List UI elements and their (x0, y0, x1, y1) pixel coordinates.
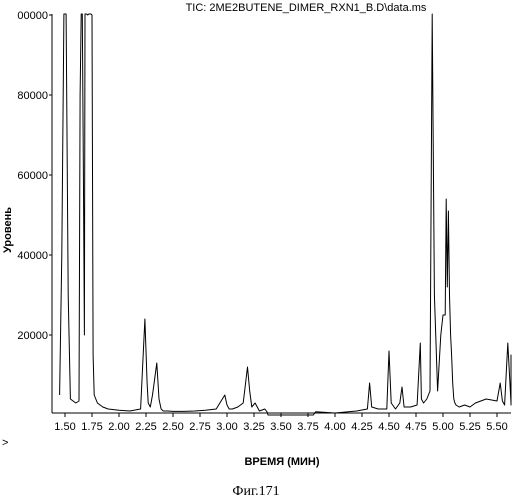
x-tick-label: 4.75 (405, 421, 426, 433)
x-tick-label: 5.25 (459, 421, 480, 433)
x-tick-label: 1.50 (54, 421, 75, 433)
figure-caption: Фиг.171 (232, 484, 279, 499)
y-tick-label: 20000 (17, 330, 48, 342)
y-tick-label: 60000 (17, 170, 48, 182)
series-line-1 (60, 14, 511, 415)
x-tick-label: 3.50 (270, 421, 291, 433)
y-tick-label: 00000 (17, 10, 48, 22)
x-axis-title: ВРЕМЯ (МИН) (244, 456, 319, 468)
y-tick-label: 40000 (17, 250, 48, 262)
plot-axes (52, 14, 511, 413)
x-tick-label: 1.75 (81, 421, 102, 433)
x-tick-label: 4.25 (351, 421, 372, 433)
x-tick-label: 4.50 (378, 421, 399, 433)
y-axis-title: Уровень (2, 207, 14, 253)
x-tick-label: 4.00 (324, 421, 345, 433)
x-tick-label: 3.25 (243, 421, 264, 433)
x-tick-label: 3.75 (297, 421, 318, 433)
x-tick-label: 5.00 (432, 421, 453, 433)
x-tick-label: 5.50 (486, 421, 507, 433)
x-tick-label: 3.00 (216, 421, 237, 433)
x-tick-label: 2.75 (189, 421, 210, 433)
x-tick-label: 2.00 (108, 421, 129, 433)
x-tick-label: 2.50 (162, 421, 183, 433)
x-axis-marker: > (2, 437, 8, 449)
chart-title: TIC: 2ME2BUTENE_DIMER_RXN1_B.D\data.ms (186, 2, 427, 14)
x-tick-label: 2.25 (135, 421, 156, 433)
y-axis-ticks: 2000040000600008000000000200004000060000… (17, 0, 52, 342)
y-tick-label: 80000 (17, 90, 48, 102)
x-axis-ticks: 1.50 1.75 2.00 2.25 2.50 2.75 3.00 3.25 3.50 3.75… (54, 413, 512, 433)
plot-series (60, 14, 511, 415)
